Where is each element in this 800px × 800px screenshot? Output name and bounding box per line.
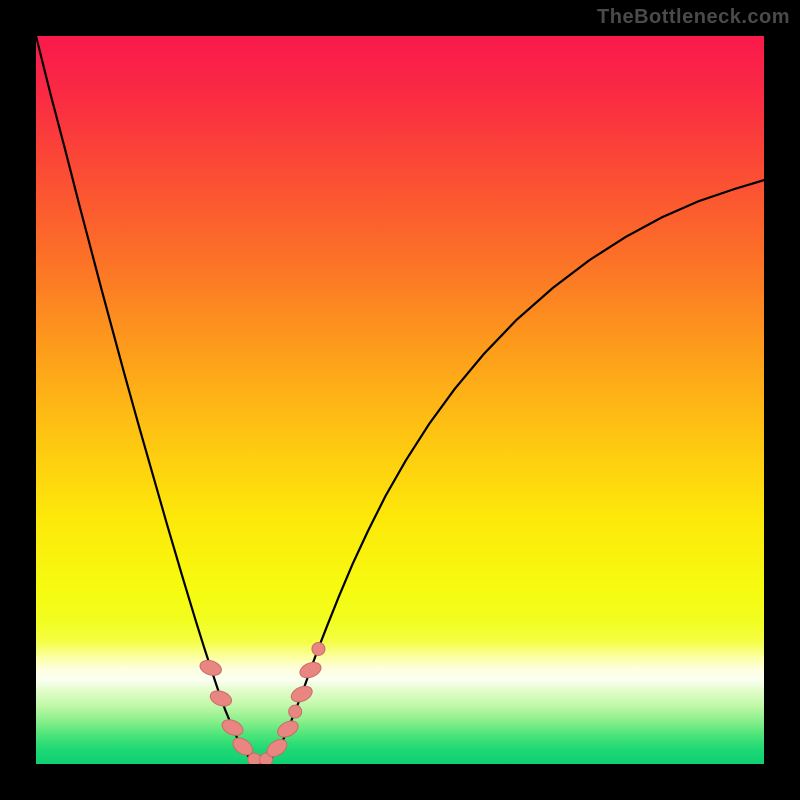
figure: TheBottleneck.com (0, 0, 800, 800)
marker-dot (289, 705, 302, 718)
plot-area (36, 36, 764, 764)
markers-group (198, 642, 325, 764)
left-curve (36, 36, 260, 763)
marker-capsule (298, 659, 324, 680)
marker-dot (248, 753, 261, 764)
marker-capsule (208, 688, 233, 709)
marker-capsule (198, 658, 223, 678)
marker-capsule (289, 683, 315, 705)
right-curve (260, 180, 764, 763)
watermark-text: TheBottleneck.com (597, 6, 790, 29)
marker-capsule (275, 718, 301, 741)
marker-dot (312, 642, 325, 655)
curves-group (36, 36, 764, 763)
curve-layer (36, 36, 764, 764)
marker-capsule (220, 717, 246, 739)
